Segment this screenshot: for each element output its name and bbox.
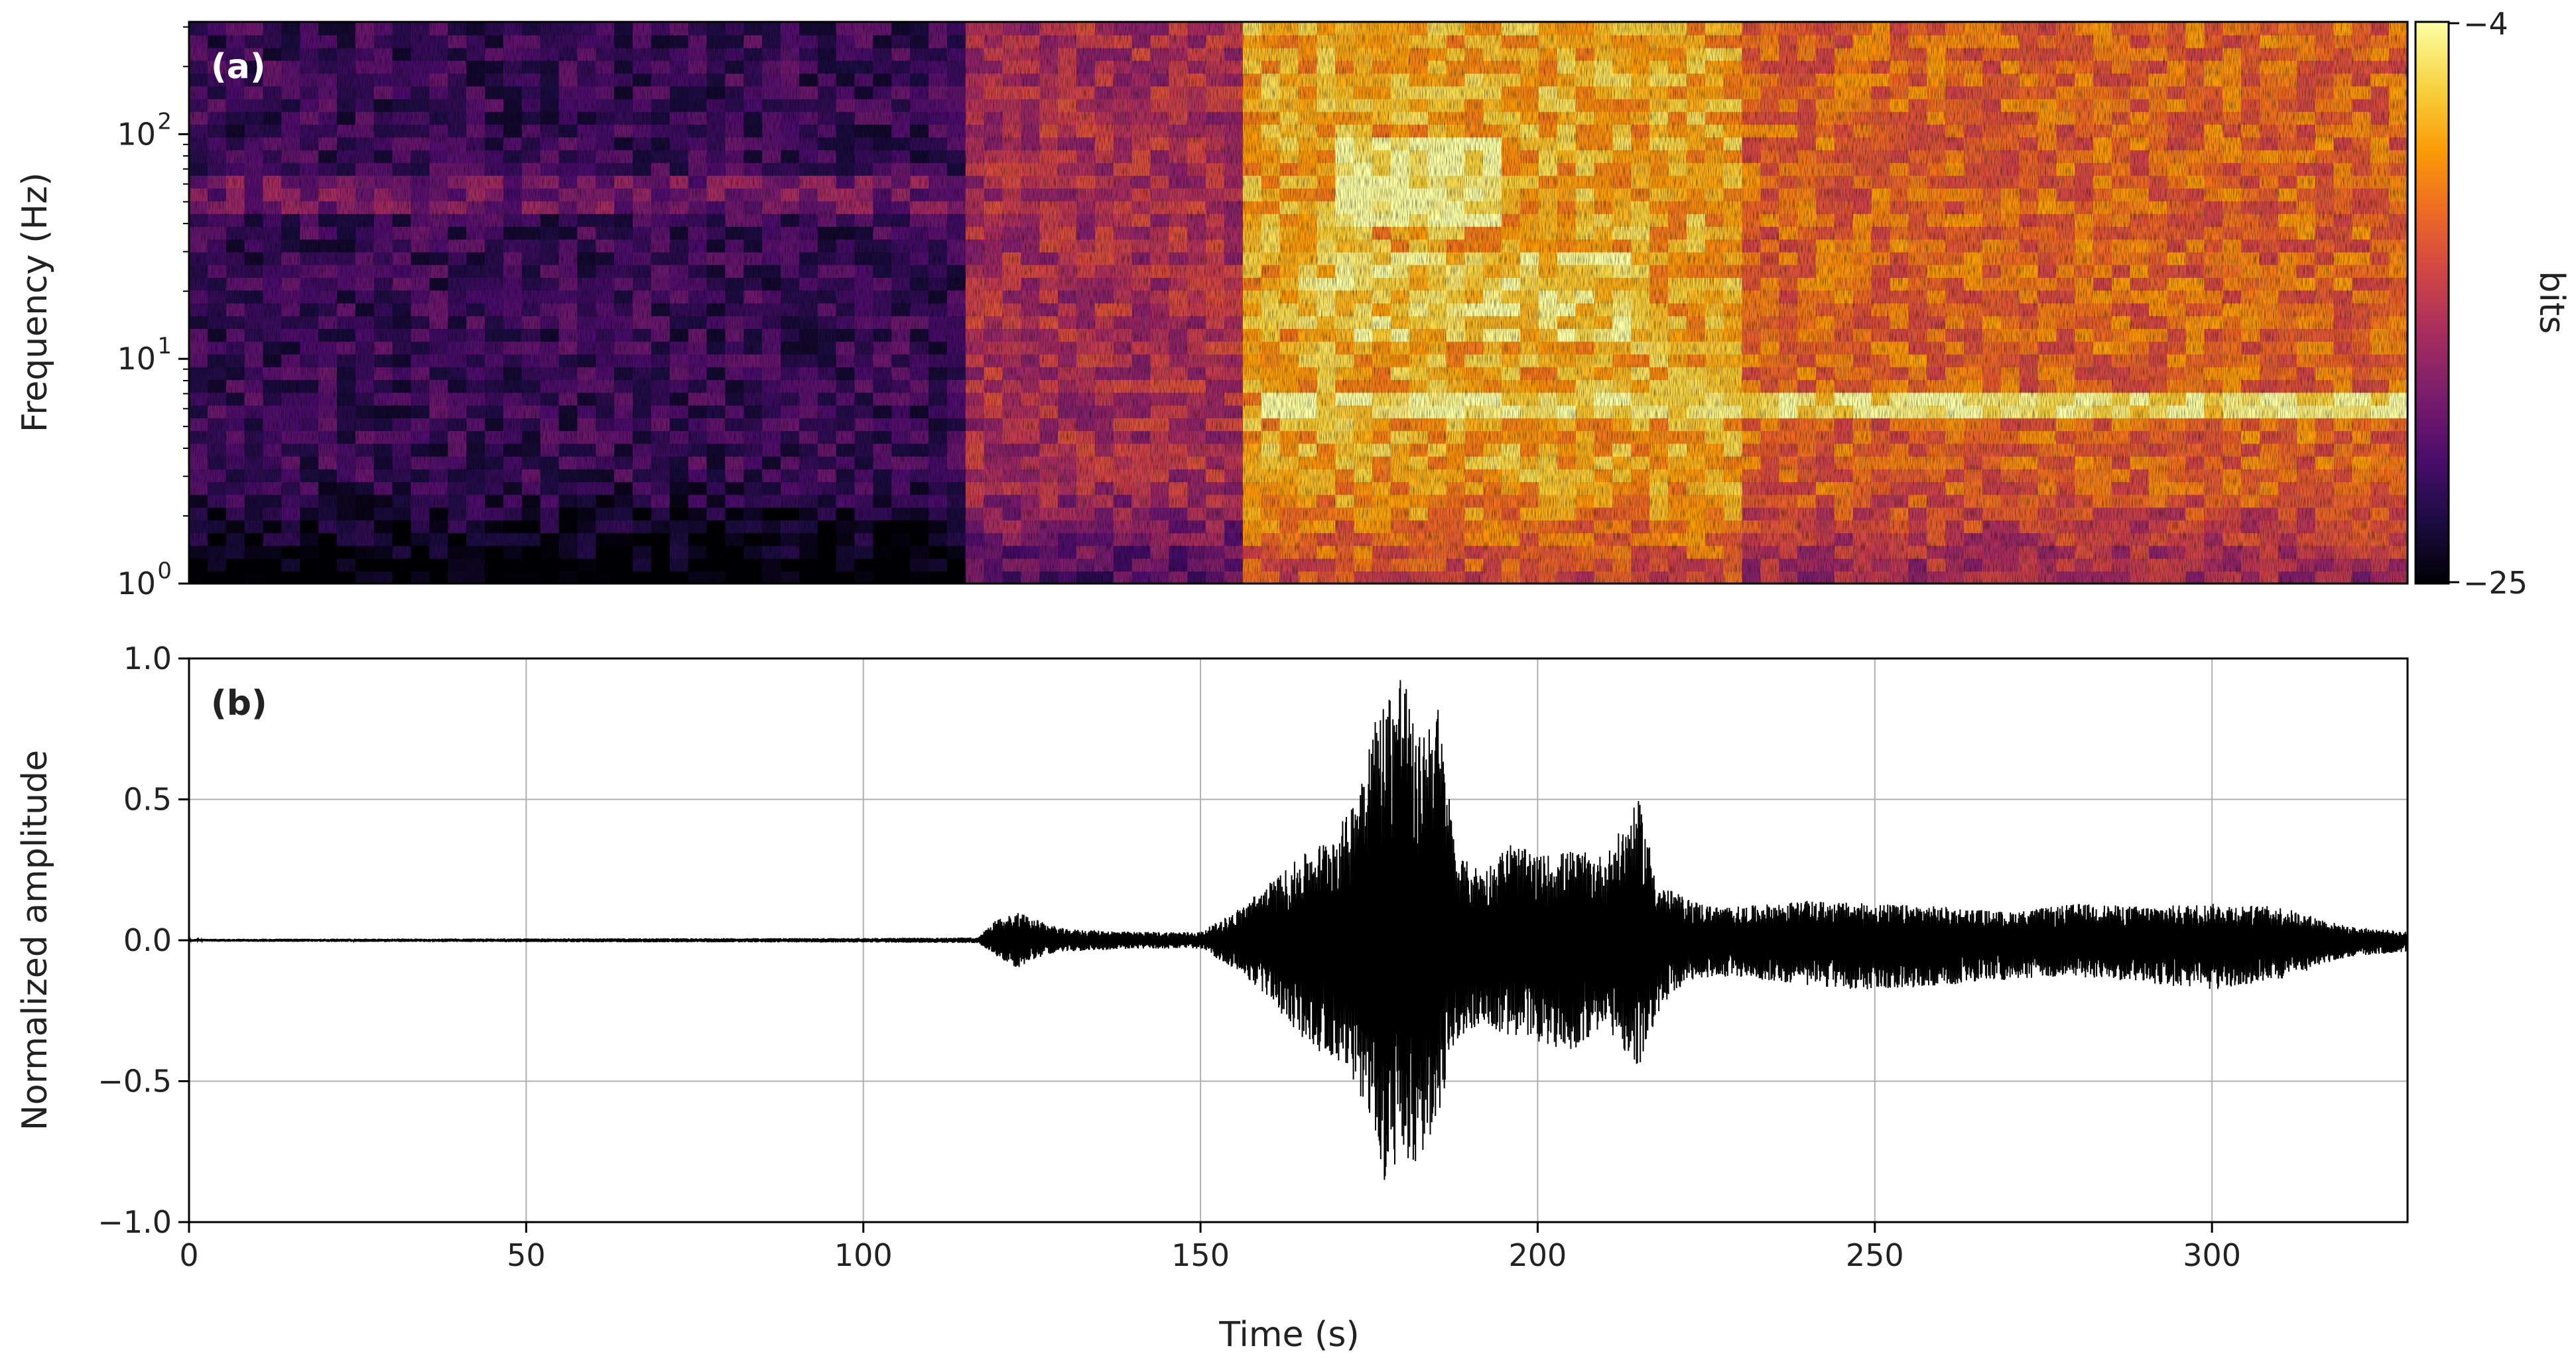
spectrogram-panel: 100101102 (a) Frequency (Hz) [15, 21, 2409, 601]
